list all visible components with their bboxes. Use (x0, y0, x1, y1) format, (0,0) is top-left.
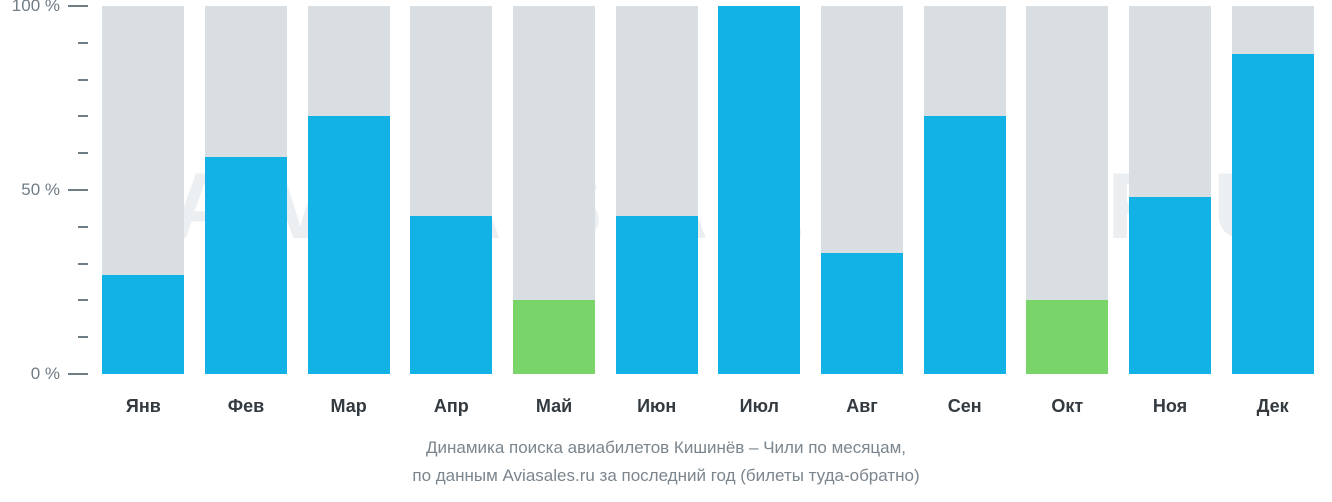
y-tick-major (68, 5, 88, 7)
bar (308, 116, 390, 374)
x-axis-label: Сен (948, 396, 982, 417)
y-tick-minor (78, 42, 88, 44)
x-axis-label: Апр (434, 396, 469, 417)
bar (616, 216, 698, 374)
caption-line-1: Динамика поиска авиабилетов Кишинёв – Чи… (0, 438, 1332, 458)
plot-area (92, 6, 1324, 374)
x-axis-label: Окт (1051, 396, 1083, 417)
x-axis-label: Авг (846, 396, 878, 417)
y-tick-minor (78, 79, 88, 81)
bar (102, 275, 184, 374)
bar (410, 216, 492, 374)
y-axis-label: 0 % (0, 364, 60, 384)
y-tick-major (68, 189, 88, 191)
y-axis-label: 50 % (0, 180, 60, 200)
x-axis-label: Июн (637, 396, 676, 417)
x-axis-label: Ноя (1153, 396, 1187, 417)
y-tick-minor (78, 226, 88, 228)
bar (1129, 197, 1211, 374)
x-axis-label: Май (536, 396, 572, 417)
y-tick-major (68, 373, 88, 375)
y-tick-minor (78, 115, 88, 117)
x-axis-label: Дек (1257, 396, 1289, 417)
y-axis-label: 100 % (0, 0, 60, 16)
bar (924, 116, 1006, 374)
x-axis-label: Мар (331, 396, 367, 417)
x-axis-label: Янв (126, 396, 161, 417)
bar (1026, 300, 1108, 374)
y-tick-minor (78, 336, 88, 338)
caption-line-2: по данным Aviasales.ru за последний год … (0, 466, 1332, 486)
y-tick-minor (78, 152, 88, 154)
bar (821, 253, 903, 374)
bar (205, 157, 287, 374)
x-axis-label: Июл (740, 396, 779, 417)
x-axis-label: Фев (228, 396, 264, 417)
y-tick-minor (78, 299, 88, 301)
y-tick-minor (78, 263, 88, 265)
bar (718, 6, 800, 374)
bar (1232, 54, 1314, 374)
chart-container: AVIASALES.RU Динамика поиска авиабилетов… (0, 0, 1332, 502)
bar (513, 300, 595, 374)
